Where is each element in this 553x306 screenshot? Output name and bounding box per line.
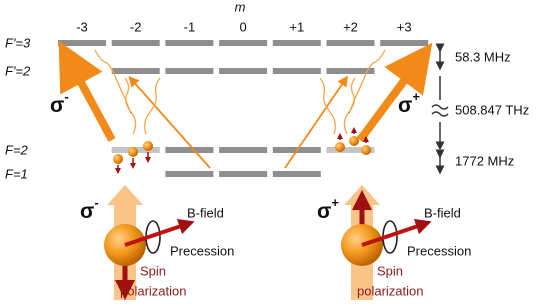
- level-label: F=2: [5, 142, 29, 157]
- transition-label: σ-: [50, 89, 69, 116]
- splittings: [432, 48, 448, 170]
- sigma-sign: -: [94, 195, 98, 210]
- polarization-label: σ+: [317, 195, 339, 222]
- precession-label: Precession: [407, 243, 471, 258]
- sigma-symbol: σ: [317, 200, 331, 223]
- splitting-label: 508.847 THz: [455, 102, 529, 117]
- m-value: +3: [397, 19, 412, 34]
- spin-label: polarization: [120, 283, 187, 298]
- splitting-label: 1772 MHz: [455, 153, 514, 168]
- transition-label: σ+: [398, 89, 420, 116]
- level-label: F'=3: [5, 35, 31, 50]
- spin-label: Spin: [377, 263, 403, 278]
- m-value: +1: [289, 19, 304, 34]
- m-label: m: [235, 0, 246, 14]
- panel: σ- B-field Precession Spin polarization: [80, 185, 234, 300]
- m-value: -3: [76, 19, 88, 34]
- field-label: B-field: [187, 205, 224, 220]
- spin-label: polarization: [357, 283, 424, 298]
- level-label: F=1: [5, 166, 28, 181]
- sigma-symbol: σ: [80, 200, 94, 223]
- panel: σ+ B-field Precession Spin polarization: [317, 185, 471, 300]
- diagram: -3 -2 -1 0 +1 +2 +3 F'=3 F'=2 F=2 F=1 m 58.3 MHz 5…: [0, 0, 553, 306]
- polarization-label: σ-: [80, 195, 99, 222]
- panels: σ-B-fieldPrecessionSpinpolarizationσ+B-f…: [80, 185, 471, 300]
- spin-label: Spin: [140, 263, 166, 278]
- field-label: B-field: [424, 205, 461, 220]
- m-value: 0: [239, 19, 246, 34]
- precession-label: Precession: [170, 243, 234, 258]
- m-value: -1: [184, 19, 196, 34]
- sigma-sign: +: [331, 195, 339, 210]
- m-value: -2: [130, 19, 142, 34]
- m-value: +2: [343, 19, 358, 34]
- splitting-label: 58.3 MHz: [455, 49, 511, 64]
- level-label: F'=2: [5, 63, 31, 78]
